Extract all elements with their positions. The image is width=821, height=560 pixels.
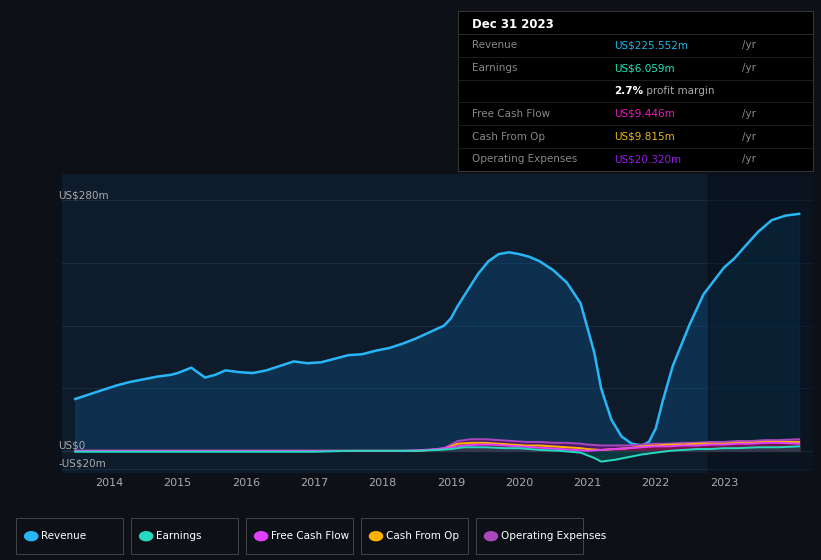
Text: Earnings: Earnings (156, 531, 201, 541)
Text: US$20.320m: US$20.320m (614, 155, 681, 165)
Text: Free Cash Flow: Free Cash Flow (271, 531, 349, 541)
Text: 2014: 2014 (95, 478, 123, 488)
Text: US$280m: US$280m (58, 190, 109, 200)
Text: 2018: 2018 (369, 478, 397, 488)
Text: profit margin: profit margin (643, 86, 714, 96)
Text: 2021: 2021 (573, 478, 602, 488)
Text: 2016: 2016 (232, 478, 260, 488)
Text: Cash From Op: Cash From Op (386, 531, 459, 541)
Text: /yr: /yr (742, 132, 756, 142)
Text: Free Cash Flow: Free Cash Flow (472, 109, 550, 119)
Text: /yr: /yr (742, 40, 756, 50)
Text: Cash From Op: Cash From Op (472, 132, 545, 142)
Text: 2015: 2015 (163, 478, 192, 488)
Text: 2022: 2022 (641, 478, 670, 488)
Text: /yr: /yr (742, 155, 756, 165)
Text: US$225.552m: US$225.552m (614, 40, 688, 50)
Text: Operating Expenses: Operating Expenses (472, 155, 577, 165)
Text: 2019: 2019 (437, 478, 465, 488)
Text: 2017: 2017 (300, 478, 328, 488)
Text: 2.7%: 2.7% (614, 86, 644, 96)
Bar (709, 174, 813, 473)
Text: Revenue: Revenue (41, 531, 86, 541)
Text: US$9.815m: US$9.815m (614, 132, 675, 142)
Text: -US$20m: -US$20m (58, 459, 106, 469)
Text: US$6.059m: US$6.059m (614, 63, 675, 73)
Text: /yr: /yr (742, 63, 756, 73)
Text: 2020: 2020 (505, 478, 534, 488)
Text: Operating Expenses: Operating Expenses (501, 531, 606, 541)
Text: Dec 31 2023: Dec 31 2023 (472, 17, 554, 31)
Text: US$9.446m: US$9.446m (614, 109, 675, 119)
Text: 2023: 2023 (710, 478, 738, 488)
Text: /yr: /yr (742, 109, 756, 119)
Text: Revenue: Revenue (472, 40, 517, 50)
Text: Earnings: Earnings (472, 63, 518, 73)
Text: US$0: US$0 (58, 441, 85, 451)
